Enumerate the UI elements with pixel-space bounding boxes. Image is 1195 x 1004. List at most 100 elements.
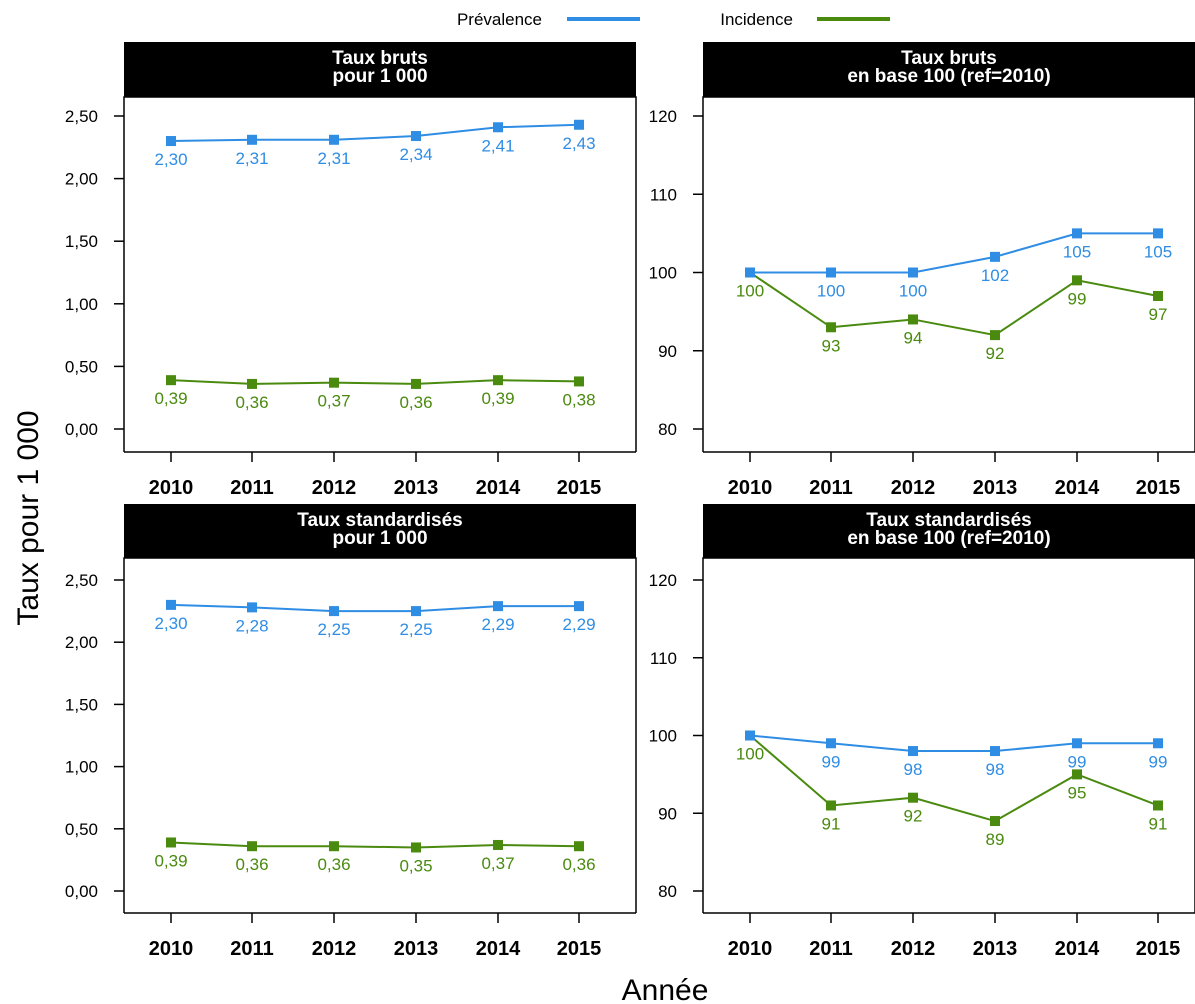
data-label-prevalence: 2,41 — [481, 136, 514, 155]
legend: Prévalence Incidence — [457, 10, 890, 29]
x-tick-label: 2013 — [973, 938, 1018, 960]
data-label-prevalence: 99 — [822, 752, 841, 771]
y-tick-label: 100 — [649, 264, 677, 283]
data-label-incidence: 100 — [736, 745, 764, 764]
x-tick-label: 2012 — [891, 938, 936, 960]
plot-frame — [702, 557, 1195, 913]
data-point-incidence — [166, 375, 176, 386]
y-tick-label: 1,50 — [65, 232, 98, 251]
x-tick-label: 2010 — [149, 938, 194, 960]
data-point-prevalence — [1072, 228, 1082, 239]
data-point-prevalence — [493, 122, 503, 133]
data-label-incidence: 91 — [1149, 814, 1168, 833]
data-point-incidence — [826, 322, 836, 333]
data-point-incidence — [493, 375, 503, 386]
panel-title: Taux standardisés pour 1 000 — [297, 510, 462, 549]
data-label-incidence: 95 — [1068, 783, 1087, 802]
data-label-incidence: 100 — [736, 282, 764, 301]
data-label-incidence: 0,37 — [481, 854, 514, 873]
data-point-prevalence — [493, 601, 503, 612]
data-label-prevalence: 2,25 — [399, 620, 432, 639]
panel-2: Taux bruts en base 100 (ref=2010) 80 90 100 1… — [649, 42, 1195, 499]
data-point-incidence — [247, 378, 257, 389]
data-point-prevalence — [1153, 738, 1163, 749]
x-tick-label: 2015 — [557, 477, 602, 499]
data-label-incidence: 0,36 — [235, 393, 268, 412]
data-point-prevalence — [411, 131, 421, 142]
data-label-incidence: 0,36 — [399, 393, 432, 412]
y-tick-label: 90 — [658, 342, 677, 361]
data-point-prevalence — [247, 134, 257, 145]
data-point-prevalence — [826, 738, 836, 749]
x-tick-label: 2014 — [1055, 938, 1100, 960]
series-line-prevalence — [170, 123, 580, 143]
data-point-incidence — [908, 314, 918, 325]
y-tick-label: 1,50 — [65, 695, 98, 714]
x-tick-label: 2012 — [312, 477, 357, 499]
data-point-incidence — [1072, 769, 1082, 780]
x-tick-label: 2015 — [1136, 477, 1181, 499]
data-point-prevalence — [329, 134, 339, 145]
series-line-prevalence — [170, 603, 579, 613]
x-tick-label: 2014 — [1055, 477, 1100, 499]
data-label-prevalence: 2,30 — [154, 150, 187, 169]
panel-3: Taux standardisés pour 1 000 0,00 0,50 1,00 1… — [65, 504, 637, 960]
data-label-incidence: 0,38 — [562, 390, 595, 409]
x-tick-label: 2010 — [149, 477, 194, 499]
data-point-incidence — [1153, 290, 1163, 301]
data-label-prevalence: 98 — [904, 760, 923, 779]
data-point-prevalence — [990, 251, 1000, 262]
legend-label-incidence: Incidence — [720, 10, 793, 29]
series-line-incidence — [749, 271, 1159, 337]
y-tick-label: 120 — [649, 107, 677, 126]
data-label-incidence: 99 — [1068, 289, 1087, 308]
data-label-incidence: 91 — [822, 814, 841, 833]
data-label-prevalence: 100 — [817, 282, 845, 301]
data-point-incidence — [493, 839, 503, 850]
data-point-prevalence — [247, 602, 257, 613]
y-tick-label: 0,50 — [65, 820, 98, 839]
y-axis-label: Taux pour 1 000 — [12, 410, 45, 625]
data-point-incidence — [166, 837, 176, 848]
data-point-prevalence — [990, 746, 1000, 757]
panel-title-bar — [124, 504, 636, 558]
data-label-incidence: 0,36 — [317, 855, 350, 874]
panel-title-bar — [703, 504, 1195, 558]
data-point-incidence — [574, 376, 584, 387]
data-label-prevalence: 102 — [981, 266, 1009, 285]
data-point-incidence — [1072, 275, 1082, 286]
data-label-incidence: 0,37 — [317, 392, 350, 411]
panel-title: Taux bruts en base 100 (ref=2010) — [847, 48, 1050, 87]
data-point-incidence — [247, 841, 257, 852]
y-tick-label: 0,50 — [65, 357, 98, 376]
data-point-incidence — [990, 330, 1000, 341]
plot-frame — [702, 96, 1195, 452]
data-label-prevalence: 2,34 — [399, 145, 432, 164]
data-label-prevalence: 2,25 — [317, 620, 350, 639]
data-label-incidence: 92 — [986, 344, 1005, 363]
series-line-incidence — [170, 379, 580, 385]
data-label-incidence: 93 — [822, 336, 841, 355]
y-tick-label: 80 — [658, 420, 677, 439]
data-point-incidence — [574, 841, 584, 852]
data-point-prevalence — [574, 601, 584, 612]
data-label-prevalence: 2,31 — [317, 149, 350, 168]
data-point-prevalence — [826, 267, 836, 278]
data-label-incidence: 97 — [1149, 305, 1168, 324]
data-point-incidence — [329, 377, 339, 388]
data-point-prevalence — [745, 730, 755, 741]
data-label-incidence: 0,39 — [154, 851, 187, 870]
x-tick-label: 2011 — [230, 477, 273, 499]
data-point-prevalence — [166, 136, 176, 147]
data-label-incidence: 0,39 — [154, 389, 187, 408]
series-line-incidence — [170, 841, 580, 849]
data-label-incidence: 0,36 — [562, 855, 595, 874]
y-tick-label: 0,00 — [65, 882, 98, 901]
plot-frame — [123, 96, 637, 452]
data-label-prevalence: 99 — [1068, 752, 1087, 771]
y-tick-label: 2,50 — [65, 107, 98, 126]
data-label-prevalence: 105 — [1144, 242, 1172, 261]
x-tick-label: 2015 — [557, 938, 602, 960]
y-tick-label: 2,00 — [65, 633, 98, 652]
y-tick-label: 0,00 — [65, 420, 98, 439]
